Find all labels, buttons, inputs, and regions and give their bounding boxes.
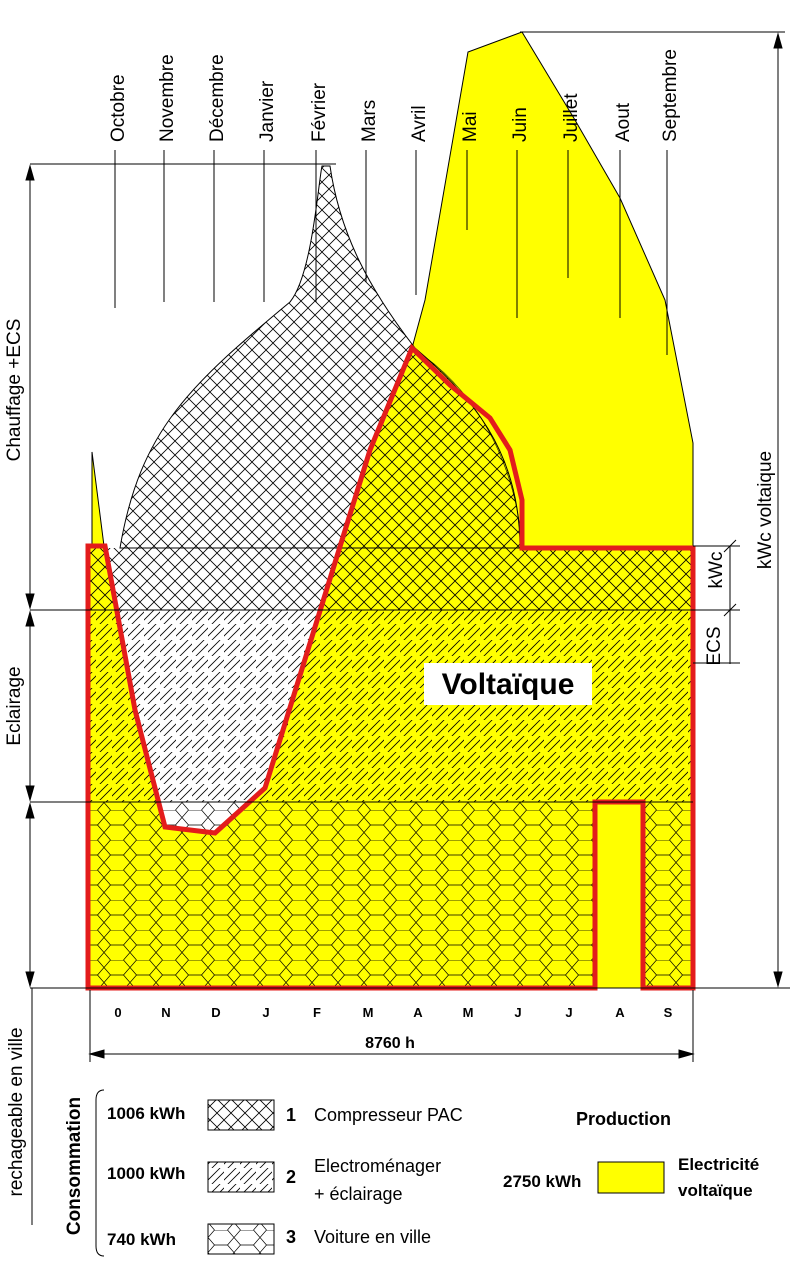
- kwc-voltaic-label: kWc voltaique: [755, 451, 776, 569]
- car-band: [90, 802, 595, 988]
- consumption-patterns: [90, 165, 693, 988]
- month-label-top: Aout: [613, 102, 634, 142]
- month-label-bottom: 0: [114, 1005, 121, 1020]
- month-label-top: Mai: [460, 111, 481, 142]
- month-label-bottom: J: [565, 1005, 572, 1020]
- bottom-month-labels: 0 N D J F M A M J J A S: [114, 1005, 672, 1020]
- voltaique-label: Voltaïque: [442, 668, 575, 701]
- consumption-label: Consommation: [64, 1097, 85, 1235]
- left-dimension-arrows: [25, 164, 35, 988]
- production-label2: voltaïque: [678, 1181, 753, 1200]
- month-label-bottom: A: [615, 1005, 625, 1020]
- pv-coverage-outline: [85, 343, 696, 991]
- legend-label-1: Compresseur PAC: [314, 1105, 463, 1125]
- month-label-bottom: J: [262, 1005, 269, 1020]
- month-label-bottom: S: [664, 1005, 673, 1020]
- production-title: Production: [576, 1109, 671, 1129]
- month-label-top: Octobre: [108, 74, 129, 142]
- production-label: Electricité: [678, 1155, 759, 1174]
- month-label-top: Décembre: [207, 54, 228, 142]
- month-label-bottom: F: [313, 1005, 321, 1020]
- heatpump-band: [90, 548, 693, 610]
- month-label-bottom: A: [413, 1005, 423, 1020]
- month-label-bottom: M: [363, 1005, 374, 1020]
- legend-bracket: [95, 1089, 105, 1257]
- month-label-bottom: J: [514, 1005, 521, 1020]
- month-label-top: Février: [309, 82, 330, 142]
- kwc-small-label: kWc: [706, 552, 727, 589]
- month-label-bottom: M: [463, 1005, 474, 1020]
- month-label-bottom: N: [161, 1005, 170, 1020]
- month-label-top: Juillet: [561, 93, 582, 142]
- appliances-lighting-band: [90, 610, 693, 802]
- legend-label-3: Voiture en ville: [314, 1227, 431, 1247]
- lighting-label: Eclairage: [4, 666, 25, 745]
- duration-label: 8760 h: [365, 1035, 415, 1052]
- month-label-bottom: D: [211, 1005, 220, 1020]
- legend: 1006 kWh 1 Compresseur PAC 1000 kWh 2 El…: [107, 1099, 759, 1255]
- legend-num-3: 3: [286, 1227, 296, 1247]
- heating-label: Chauffage +ECS: [4, 319, 25, 462]
- month-label-top: Mars: [359, 100, 380, 142]
- legend-num-1: 1: [286, 1105, 296, 1125]
- duration-dimension: [88, 990, 695, 1062]
- pv-august-column: [595, 802, 643, 988]
- recharge-label: rechageable en ville: [6, 1027, 27, 1196]
- legend-swatch-diagonal: [207, 1161, 275, 1193]
- legend-kwh-3: 740 kWh: [107, 1230, 176, 1249]
- month-label-top: Septembre: [660, 49, 681, 142]
- legend-swatch-hexagon: [207, 1223, 275, 1255]
- legend-label-2: Electroménager: [314, 1156, 441, 1176]
- top-month-labels: Octobre Novembre Décembre Janvier Févrie…: [108, 49, 681, 142]
- legend-kwh-2: 1000 kWh: [107, 1164, 185, 1183]
- production-swatch: [597, 1161, 665, 1194]
- month-label-top: Novembre: [157, 54, 178, 142]
- horizontal-guides: [30, 31, 790, 989]
- month-label-top: Juin: [510, 107, 531, 142]
- production-kwh: 2750 kWh: [503, 1172, 581, 1191]
- voltaique-label-bg: [424, 663, 592, 705]
- right-dimension-arrows: [723, 32, 783, 988]
- legend-swatch-crosshatch: [207, 1099, 275, 1131]
- legend-kwh-1: 1006 kWh: [107, 1104, 185, 1123]
- month-label-top: Avril: [409, 105, 430, 142]
- legend-label-2b: + éclairage: [314, 1184, 403, 1204]
- ecs-label: ECS: [704, 626, 725, 665]
- car-band-september: [643, 802, 693, 988]
- legend-num-2: 2: [286, 1167, 296, 1187]
- month-label-top: Janvier: [257, 80, 278, 142]
- month-ticks: [114, 150, 668, 355]
- pv-left-sliver: [91, 451, 105, 547]
